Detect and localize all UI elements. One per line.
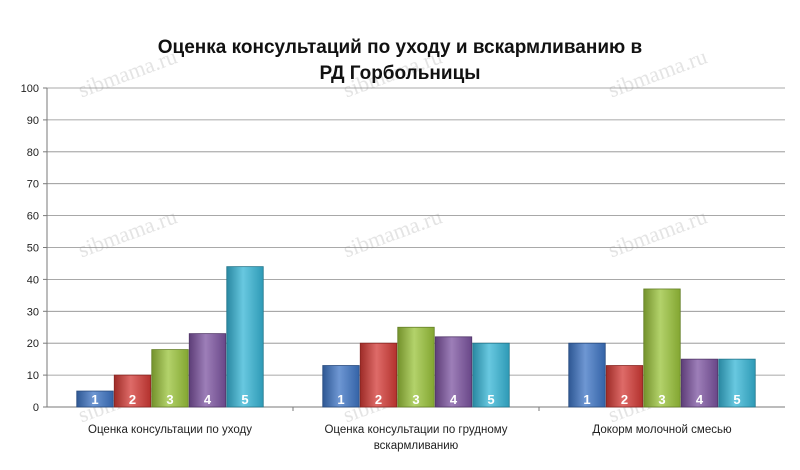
bar-series-label: 3 [658,392,665,407]
chart-title: Оценка консультаций по уходу и вскармлив… [158,37,642,84]
y-tick-label: 50 [27,243,39,255]
bar [113,374,152,408]
x-category-label: Докорм молочной смесью [592,424,732,436]
bar [472,342,510,408]
bar-series-label: 1 [337,392,344,407]
y-tick-label: 10 [27,370,39,382]
watermark-text: sibmama.ru [605,204,711,263]
bar-series-label: 2 [375,392,382,407]
bar-series-label: 4 [204,392,212,407]
bar [434,336,473,408]
bar [151,349,189,408]
bar-series-label: 3 [166,392,173,407]
bar [680,358,719,408]
bar-series-label: 2 [129,392,136,407]
bars: 1 2 3 4 5 1 2 3 4 5 1 2 3 4 5 [76,266,756,408]
bar [359,342,398,408]
x-category-label: Оценка консультации по уходу [88,424,252,436]
watermark-text: sibmama.ru [75,204,181,263]
bar [226,266,264,408]
bar-series-label: 3 [412,392,419,407]
axes: 0 10 20 30 40 50 60 70 80 90 100 Оценка консультаци… [21,83,785,452]
bar-series-label: 1 [583,392,590,407]
bar-series-label: 5 [241,392,248,407]
bar-series-label: 4 [450,392,458,407]
y-tick-label: 20 [27,338,39,350]
bar [76,390,114,408]
y-tick-label: 60 [27,211,39,223]
y-tick-label: 90 [27,115,39,127]
y-tick-label: 0 [33,402,39,414]
bar [718,358,756,408]
y-tick-label: 100 [21,83,39,95]
bar [397,326,435,408]
chart-title-line-1: Оценка консультаций по уходу и вскармлив… [158,37,642,58]
bar-series-label: 5 [733,392,740,407]
watermark-text: sibmama.ru [340,204,446,263]
bar [568,342,606,408]
y-tick-label: 70 [27,179,39,191]
bar-series-label: 5 [487,392,494,407]
bar-series-label: 4 [696,392,704,407]
y-tick-label: 30 [27,306,39,318]
bar [643,288,681,408]
bar-series-label: 1 [91,392,98,407]
chart-title-line-2: РД Горбольницы [319,63,480,84]
bar-series-label: 2 [621,392,628,407]
bar [188,333,227,408]
x-category-label: вскармливанию [374,440,459,452]
y-tick-label: 80 [27,147,39,159]
bar [322,365,360,408]
bar [605,365,644,408]
y-tick-label: 40 [27,274,39,286]
x-category-label: Оценка консультации по грудному [324,424,507,436]
